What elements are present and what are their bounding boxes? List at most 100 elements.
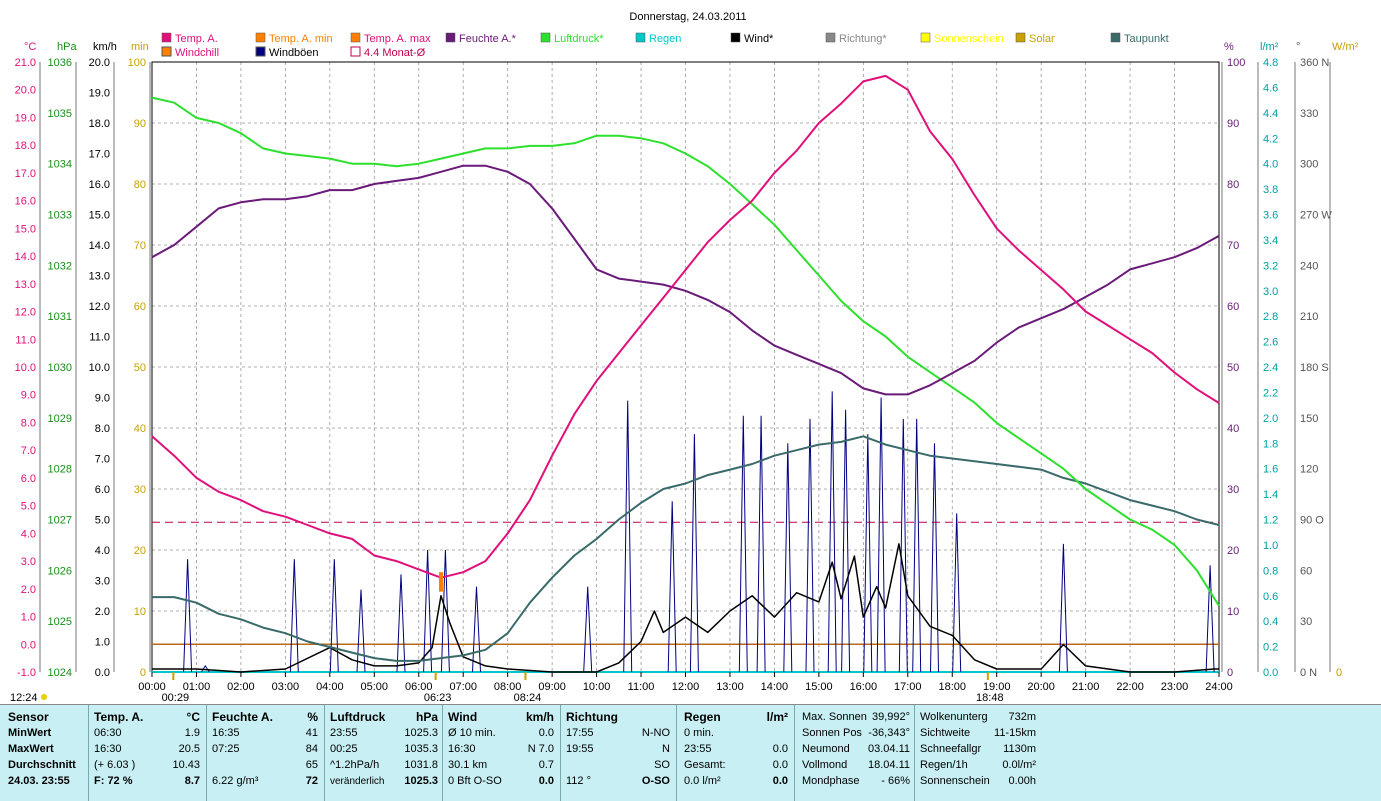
- stats-cell: veränderlich: [330, 776, 385, 787]
- stats-cell: Gesamt:: [684, 759, 726, 771]
- x-tick-label: 08:00: [494, 681, 522, 693]
- stats-cell: O-SO: [641, 775, 670, 787]
- legend-label: Windböen: [269, 47, 319, 59]
- stats-cell: Max. Sonnen: [802, 711, 867, 723]
- x-tick-label: 09:00: [538, 681, 566, 693]
- wind-gust-spike: [952, 513, 962, 673]
- stats-cell: 16:30: [94, 743, 122, 755]
- axis-tick-label: 300: [1300, 159, 1318, 171]
- axis-tick-label: 2.8: [1263, 311, 1278, 323]
- axis-tick-label: 9.0: [21, 390, 36, 402]
- stats-cell: 41: [305, 727, 318, 739]
- stats-feuchte-title: Feuchte A.: [212, 710, 273, 724]
- stats-temp-unit: °C: [186, 710, 200, 724]
- legend-label: 4.4 Monat-Ø: [364, 47, 426, 59]
- stats-cell: Mondphase: [802, 775, 860, 787]
- axis-tick-label: 3.8: [1263, 184, 1278, 196]
- axis-tick-label: 17.0: [15, 168, 36, 180]
- axis-tick-label: 3.4: [1263, 235, 1278, 247]
- axes: °C 21.0 20.0 19.0 18.0 17.0 16.0 15.0 14.0 13.0 12…: [15, 41, 1359, 679]
- axis-tick-label: 1.0: [95, 637, 110, 649]
- stats-cell: Sichtweite: [920, 727, 971, 739]
- stats-richtung-col: Richtung 17:55 N-NO 19:55 N SO 112 ° O-SO: [566, 709, 670, 789]
- axis-unit: min: [131, 41, 149, 53]
- axis-tick-label: 3.2: [1263, 260, 1278, 272]
- stats-cell: Neumond: [802, 743, 850, 755]
- stats-feuchte-col: Feuchte A.% 16:35 41 07:25 84 65 6.22 g/m³…: [212, 709, 318, 789]
- stats-wind-unit: km/h: [525, 710, 554, 724]
- axis-tick-label: 0: [1227, 667, 1233, 679]
- axis-tick-label: 90: [1227, 118, 1239, 130]
- stats-regen-unit: l/m²: [766, 710, 788, 724]
- wind-gust-spike: [396, 574, 406, 673]
- axis-tick-label: 20: [134, 545, 146, 557]
- x-tick-label: 11:00: [628, 681, 655, 693]
- legend-swatch: [161, 32, 172, 43]
- day-length-label: 12:24: [10, 692, 38, 704]
- series-line-feuchte: [151, 164, 1220, 396]
- legend-swatch: [540, 32, 551, 43]
- axis-tick-label: 10: [134, 606, 146, 618]
- stats-cell: 30.1 km: [448, 759, 488, 771]
- axis-tick-label: 0.0: [21, 639, 36, 651]
- axis-tick-label: 20.0: [15, 85, 36, 97]
- legend-swatch: [255, 46, 266, 57]
- axis-tick-label: 5.0: [95, 515, 110, 527]
- stats-cell: 6.22 g/m³: [212, 775, 259, 787]
- axis-tick-label: 1.0: [1263, 540, 1278, 552]
- series-line-taupunkt: [152, 435, 1220, 662]
- axis-tick-label: 4.0: [1263, 159, 1278, 171]
- legend-swatch: [635, 32, 646, 43]
- axis-tick-label: 100: [1227, 57, 1245, 69]
- x-tick-label: 05:00: [361, 681, 389, 693]
- wind-gust-spike: [738, 415, 748, 673]
- x-tick-label: 13:00: [716, 681, 744, 693]
- stats-row-label: 24.03. 23:55: [8, 775, 70, 787]
- stats-cell: N-NO: [641, 727, 670, 739]
- axis-unit: l/m²: [1260, 41, 1279, 53]
- axis-tick-label: 1.2: [1263, 515, 1278, 527]
- x-tick-label: 24:00: [1205, 681, 1233, 693]
- stats-cell: F: 72 %: [94, 775, 133, 787]
- axis-tick-label: 11.0: [15, 334, 36, 346]
- axis-tick-label: 30: [134, 484, 146, 496]
- x-tick-label: 22:00: [1116, 681, 1144, 693]
- stats-luftdruck-unit: hPa: [415, 710, 438, 724]
- axis-tick-label: 1027: [48, 515, 72, 527]
- stats-cell: 0.0l/m²: [1002, 759, 1036, 771]
- axis-tick-label: 14.0: [89, 240, 110, 252]
- wind-gust-spike: [329, 559, 339, 673]
- axis-tick-label: 7.0: [21, 445, 36, 457]
- axis-tick-label: 8.0: [95, 423, 110, 435]
- wind-gust-spike: [667, 501, 677, 673]
- axis-tick-label: 40: [134, 423, 146, 435]
- stats-row-label: MinWert: [8, 727, 52, 739]
- stats-cell: 8.7: [184, 775, 200, 787]
- axis-tick-label: 8.0: [21, 417, 36, 429]
- legend-label: Luftdruck*: [554, 33, 604, 45]
- stats-cell: Regen/1h: [920, 759, 968, 771]
- axis-tick-label: 40: [1227, 423, 1239, 435]
- stats-cell: 16:30: [448, 743, 476, 755]
- axis-tick-label: 19.0: [89, 88, 110, 100]
- axis-tick-label: 5.0: [21, 501, 36, 513]
- stats-cell: Wolkenunterg: [920, 711, 988, 723]
- axis-tick-label: 4.8: [1263, 57, 1278, 69]
- wind-gust-spike: [912, 418, 922, 673]
- axis-tick-label: 10: [1227, 606, 1239, 618]
- wind-gust-spike: [783, 443, 793, 673]
- axis-tick-label: 50: [134, 362, 146, 374]
- axis-tick-label: 1034: [48, 159, 72, 171]
- sun-icon: [41, 694, 47, 700]
- wind-gust-spike: [756, 415, 766, 673]
- x-tick-label: 07:00: [449, 681, 477, 693]
- legend-label: Wind*: [744, 33, 774, 45]
- chart-title: Donnerstag, 24.03.2011: [629, 11, 746, 23]
- axis-tick-label: 16.0: [89, 179, 110, 191]
- temp-min-marker: [438, 572, 443, 592]
- stats-astro-col: Max. Sonnen 39,992° Sonnen Pos -36,343° Ne…: [802, 709, 910, 789]
- x-tick-label: 14:00: [761, 681, 789, 693]
- axis-tick-label: 2.0: [95, 606, 110, 618]
- axis-tick-label: 80: [1227, 179, 1239, 191]
- stats-cell: 06:30: [94, 727, 122, 739]
